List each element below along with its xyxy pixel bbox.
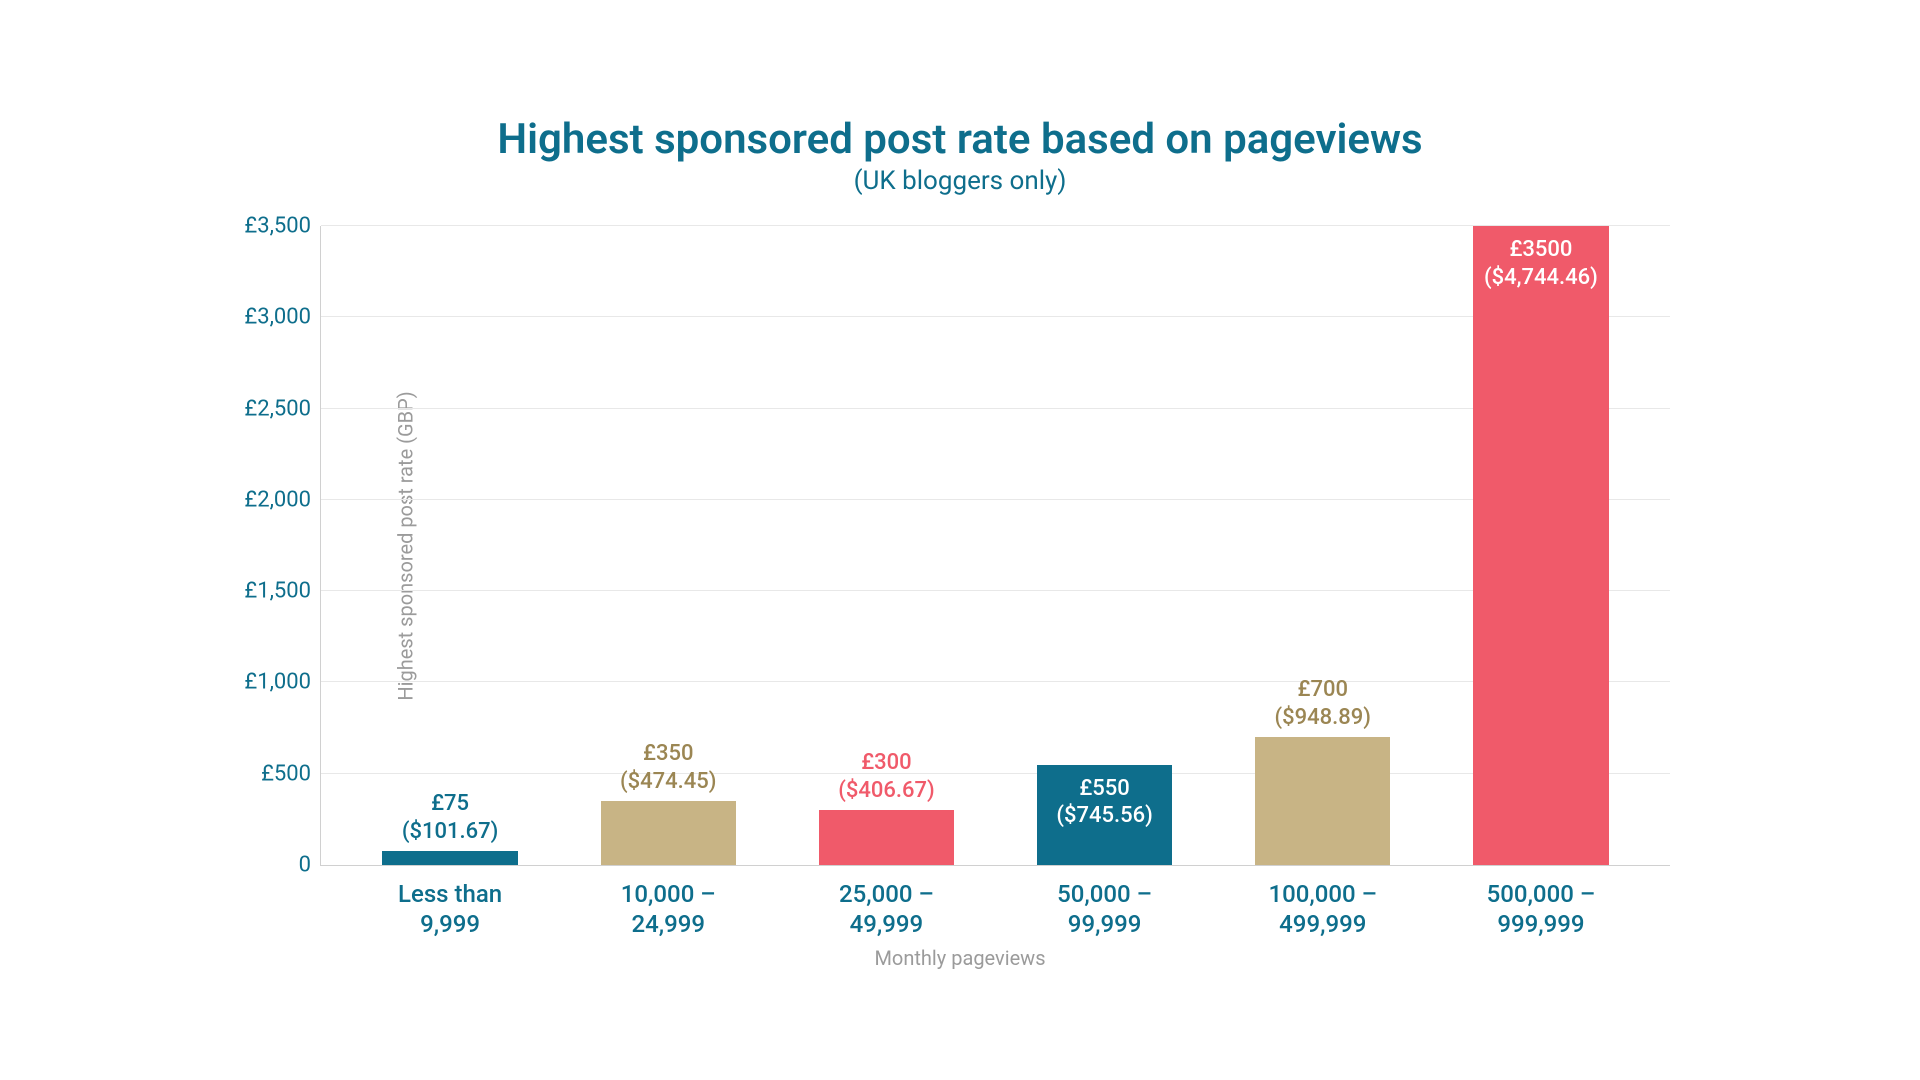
bar-slot: £550($745.56)50,000 –99,999 bbox=[996, 226, 1214, 865]
y-tick-label: £500 bbox=[231, 761, 311, 786]
bars-row: £75($101.67)Less than9,999£350($474.45)1… bbox=[321, 226, 1670, 865]
chart-title: Highest sponsored post rate based on pag… bbox=[230, 115, 1690, 164]
title-block: Highest sponsored post rate based on pag… bbox=[230, 115, 1690, 196]
y-tick-label: £3,000 bbox=[231, 305, 311, 330]
bar-slot: £300($406.67)25,000 –49,999 bbox=[777, 226, 995, 865]
y-tick-label: 0 bbox=[231, 853, 311, 878]
bar: £550($745.56) bbox=[1037, 765, 1172, 865]
bar-slot: £700($948.89)100,000 –499,999 bbox=[1214, 226, 1432, 865]
x-tick-label: 500,000 –999,999 bbox=[1366, 879, 1715, 939]
bar bbox=[819, 810, 954, 865]
y-tick-label: £2,000 bbox=[231, 487, 311, 512]
chart-subtitle: (UK bloggers only) bbox=[230, 166, 1690, 196]
x-axis-label: Monthly pageviews bbox=[230, 946, 1690, 970]
y-tick-label: £3,500 bbox=[231, 214, 311, 239]
bar: £3500($4,744.46) bbox=[1473, 226, 1608, 865]
chart-container: Highest sponsored post rate based on pag… bbox=[190, 95, 1730, 985]
y-tick-label: £1,500 bbox=[231, 579, 311, 604]
bar bbox=[1255, 737, 1390, 865]
plot-area: Highest sponsored post rate (GBP) £75($1… bbox=[320, 226, 1670, 866]
y-tick-label: £1,000 bbox=[231, 670, 311, 695]
bar bbox=[601, 801, 736, 865]
bar-slot: £3500($4,744.46)500,000 –999,999 bbox=[1432, 226, 1650, 865]
bar-value-label: £550($745.56) bbox=[969, 775, 1240, 830]
bar-value-label: £3500($4,744.46) bbox=[1406, 236, 1677, 291]
bar bbox=[382, 851, 517, 865]
y-tick-label: £2,500 bbox=[231, 396, 311, 421]
